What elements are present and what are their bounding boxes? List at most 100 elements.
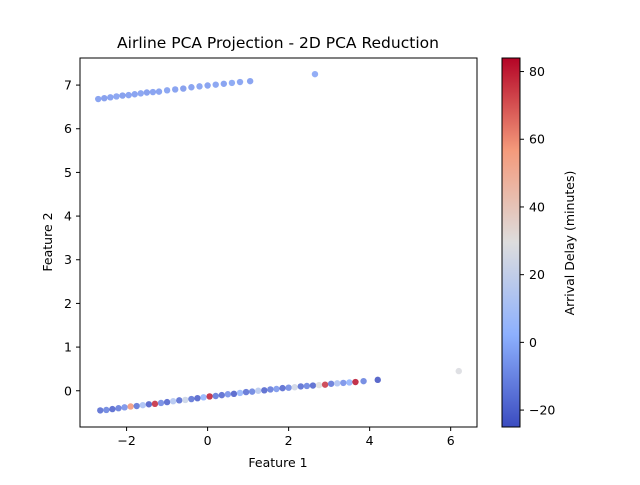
data-point — [133, 402, 140, 410]
colorbar-ticks: −20 0 20 40 60 80 — [520, 64, 555, 418]
data-point — [212, 81, 219, 88]
data-point — [107, 94, 114, 101]
data-point — [137, 90, 144, 97]
data-point — [346, 379, 353, 386]
y-axis-ticks: 0 1 2 3 4 5 6 7 — [64, 78, 80, 398]
data-point — [236, 389, 244, 397]
y-tick-label: 3 — [64, 252, 72, 267]
data-point — [248, 388, 256, 395]
chart-title: Airline PCA Projection - 2D PCA Reductio… — [117, 34, 439, 52]
data-point — [121, 404, 128, 411]
data-point — [228, 79, 236, 87]
colorbar-tick-label: 0 — [529, 335, 537, 350]
data-point — [188, 395, 195, 403]
x-tick-label: 4 — [366, 433, 374, 448]
data-point — [279, 384, 286, 392]
data-point — [145, 401, 153, 408]
data-point — [303, 382, 311, 390]
data-point — [143, 89, 151, 96]
colorbar — [501, 57, 521, 428]
data-point — [230, 390, 238, 398]
data-point — [340, 379, 347, 387]
data-point — [176, 397, 183, 404]
data-point — [131, 91, 138, 98]
data-point — [327, 380, 335, 387]
data-point — [95, 95, 102, 103]
data-point — [297, 383, 304, 390]
data-point — [149, 88, 157, 96]
y-tick-label: 0 — [64, 383, 72, 398]
data-point — [139, 401, 146, 409]
data-point — [188, 84, 195, 91]
data-point — [180, 85, 187, 92]
data-point — [169, 398, 177, 405]
y-tick-label: 7 — [64, 78, 72, 93]
data-point — [119, 92, 126, 99]
data-point — [455, 367, 462, 375]
data-point — [113, 93, 120, 100]
y-tick-label: 1 — [64, 340, 72, 355]
x-axis-label: Feature 1 — [248, 455, 307, 470]
plot-frame — [79, 57, 478, 428]
y-tick-label: 5 — [64, 165, 72, 180]
data-point — [261, 387, 268, 394]
data-point — [218, 391, 225, 399]
data-point — [171, 86, 179, 93]
data-point — [103, 406, 110, 414]
y-axis-label: Feature 2 — [40, 212, 55, 271]
data-point — [273, 385, 280, 393]
data-point — [157, 399, 165, 407]
data-point — [315, 381, 323, 389]
x-tick-label: 6 — [447, 433, 455, 448]
data-point — [291, 384, 298, 391]
data-point — [309, 382, 317, 389]
x-axis-ticks: −2 0 2 4 6 — [117, 427, 455, 448]
colorbar-label: Arrival Delay (minutes) — [562, 171, 577, 316]
data-point — [255, 387, 262, 394]
data-point — [267, 386, 274, 393]
data-point — [127, 403, 134, 410]
data-point — [194, 394, 201, 402]
data-point — [115, 405, 122, 412]
data-point — [246, 77, 254, 85]
data-point — [334, 380, 341, 387]
data-point — [163, 87, 171, 94]
colorbar-tick-label: 40 — [529, 199, 545, 214]
data-point — [206, 393, 213, 400]
data-point — [204, 82, 211, 89]
data-point — [182, 396, 189, 404]
data-point — [360, 377, 367, 385]
x-tick-label: −2 — [117, 433, 135, 448]
data-point — [285, 384, 292, 391]
data-point — [109, 405, 116, 413]
colorbar-tick-label: 20 — [529, 267, 545, 282]
data-point — [101, 94, 108, 102]
colorbar-tick-label: 80 — [529, 64, 545, 79]
x-tick-label: 0 — [204, 433, 212, 448]
data-point — [97, 407, 104, 414]
data-point — [163, 398, 171, 406]
data-point — [224, 391, 232, 398]
y-tick-label: 6 — [64, 121, 72, 136]
data-point — [151, 400, 159, 408]
data-point — [200, 394, 207, 401]
y-tick-label: 4 — [64, 209, 72, 224]
data-point — [374, 376, 381, 384]
colorbar-tick-label: 60 — [529, 132, 545, 147]
data-point — [125, 91, 132, 99]
points-layer — [95, 70, 462, 414]
y-tick-label: 2 — [64, 296, 72, 311]
data-point — [155, 88, 163, 95]
data-point — [196, 83, 203, 90]
data-point — [352, 378, 359, 386]
data-point — [242, 388, 250, 396]
x-tick-label: 2 — [285, 433, 293, 448]
data-point — [220, 80, 228, 87]
data-point — [212, 392, 219, 400]
data-point — [236, 78, 244, 86]
data-point — [311, 70, 319, 78]
colorbar-tick-label: −20 — [529, 403, 555, 418]
data-point — [321, 381, 329, 388]
